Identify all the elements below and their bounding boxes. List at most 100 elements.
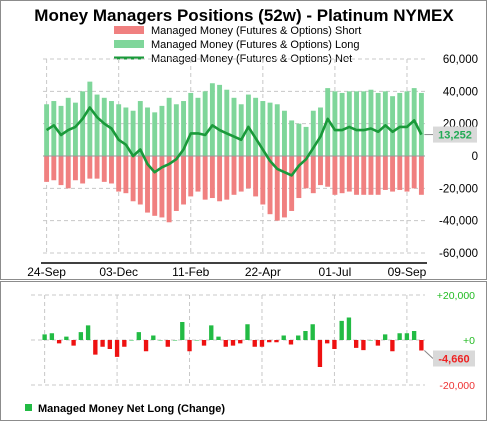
change-callout-box	[433, 350, 475, 367]
x-tick-label: 24-Sep	[27, 265, 66, 279]
short-bar	[411, 156, 417, 189]
long-bar	[123, 107, 129, 156]
short-bar	[65, 156, 71, 189]
change-bar	[49, 333, 55, 340]
change-bar	[158, 340, 163, 341]
change-bar	[172, 340, 178, 341]
long-bar	[260, 101, 266, 156]
x-tick-label: 22-Apr	[245, 265, 281, 279]
change-bar	[317, 340, 323, 367]
long-bar	[339, 92, 345, 156]
legend-net-label: Managed Money (Futures & Options) Net	[151, 53, 352, 65]
short-bar	[217, 156, 223, 202]
short-bar	[202, 156, 208, 200]
net-callout-label: 13,252	[438, 130, 472, 142]
change-bar	[78, 332, 84, 340]
top-chart-panel: Money Managers Positions (52w) - Platinu…	[0, 0, 487, 280]
change-bar	[288, 340, 294, 345]
long-bar	[318, 107, 323, 156]
change-bar	[56, 340, 62, 344]
short-bar	[296, 156, 302, 199]
long-bar	[80, 91, 86, 156]
long-bar	[274, 104, 280, 156]
short-bar	[166, 156, 172, 223]
short-bar	[109, 156, 114, 184]
short-bar	[152, 156, 158, 216]
short-bar	[137, 156, 143, 205]
long-bar	[368, 89, 374, 156]
change-bar	[411, 331, 417, 340]
change-bar	[397, 333, 402, 340]
long-bar	[65, 97, 71, 156]
short-bar	[245, 156, 251, 189]
long-bar	[116, 104, 122, 156]
long-bar	[202, 91, 208, 156]
y-tick-label: -20,000	[439, 380, 475, 392]
x-tick-label: 11-Feb	[172, 265, 209, 279]
long-bar	[159, 105, 165, 156]
long-bar	[181, 101, 186, 156]
change-bar	[375, 340, 381, 346]
long-bar	[375, 92, 381, 156]
chart-title: Money Managers Positions (52w) - Platinu…	[34, 6, 454, 25]
legend-long-swatch	[114, 40, 144, 48]
short-bar	[390, 156, 396, 192]
change-bar	[64, 336, 69, 340]
change-bar	[361, 340, 366, 351]
net-change-chart: +20,000 +0 -20,000 -4,660 Managed Money Net …	[25, 290, 475, 415]
short-bar	[346, 156, 352, 192]
change-bar	[216, 336, 221, 340]
change-bar	[180, 322, 185, 340]
change-bar	[303, 331, 308, 340]
short-bar	[404, 156, 410, 192]
y-tick-label: -20,000	[439, 183, 478, 195]
change-bar	[382, 334, 388, 340]
long-bar	[404, 91, 410, 156]
long-bar	[101, 97, 107, 156]
y-tick-label: -60,000	[439, 248, 478, 260]
long-bar	[418, 92, 424, 156]
change-bar	[267, 340, 272, 343]
short-bar	[87, 156, 93, 179]
long-bar	[188, 92, 194, 156]
net-callout-box	[433, 126, 477, 143]
change-bar	[85, 325, 91, 340]
short-bar	[72, 156, 78, 181]
long-bar	[390, 96, 396, 156]
legend-short-swatch	[114, 26, 144, 34]
change-bar	[252, 340, 257, 347]
change-bar	[404, 333, 410, 340]
short-bar	[375, 156, 381, 195]
change-bar	[71, 340, 76, 346]
long-bar	[303, 126, 309, 156]
short-bar	[101, 156, 107, 182]
change-bar	[339, 320, 344, 340]
short-bar	[123, 156, 129, 194]
long-bar	[152, 112, 158, 156]
change-bar	[143, 340, 149, 352]
change-bar	[114, 340, 120, 357]
short-bar	[224, 156, 230, 200]
short-bar	[418, 156, 424, 195]
short-bar	[253, 156, 259, 197]
short-bar	[231, 156, 237, 195]
short-bar	[260, 156, 266, 205]
short-bar	[339, 156, 345, 194]
short-bar	[382, 156, 388, 190]
short-bar	[310, 156, 316, 194]
change-bar	[122, 340, 127, 347]
short-bar	[303, 156, 309, 189]
long-bar	[397, 92, 403, 156]
long-bar	[382, 91, 388, 156]
y-tick-label: -40,000	[439, 216, 478, 228]
change-bar	[259, 340, 265, 347]
long-bar	[354, 91, 359, 156]
long-bar	[217, 84, 223, 156]
legend-long-label: Managed Money (Futures & Options) Long	[151, 39, 360, 51]
change-bar	[332, 340, 337, 349]
net-line	[45, 106, 423, 177]
change-bar	[419, 340, 424, 351]
change-bar	[107, 340, 113, 349]
long-bar	[58, 105, 64, 156]
short-bar	[130, 156, 136, 202]
